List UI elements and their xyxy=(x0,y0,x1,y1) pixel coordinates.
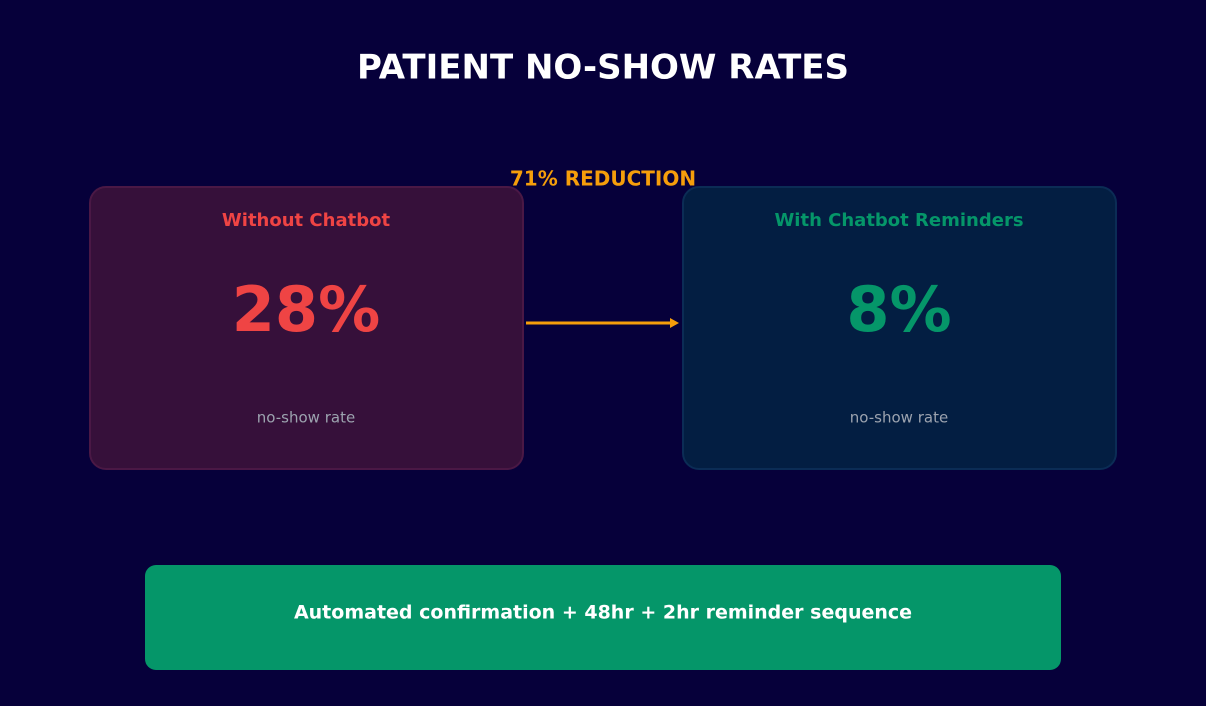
card-caption: no-show rate xyxy=(850,409,948,427)
card-heading: Without Chatbot xyxy=(222,210,391,231)
card-caption: no-show rate xyxy=(257,409,355,427)
card-value: 28% xyxy=(232,273,380,346)
card-after xyxy=(682,186,1117,470)
arrow-head xyxy=(670,318,679,328)
card-heading: With Chatbot Reminders xyxy=(774,210,1023,231)
title: PATIENT NO-SHOW RATES xyxy=(357,48,849,88)
card-value: 8% xyxy=(846,273,951,346)
footer-text: Automated confirmation + 48hr + 2hr remi… xyxy=(294,602,912,624)
card-before xyxy=(89,186,524,470)
footer-banner xyxy=(145,565,1061,670)
reduction-label: 71% REDUCTION xyxy=(510,167,696,191)
